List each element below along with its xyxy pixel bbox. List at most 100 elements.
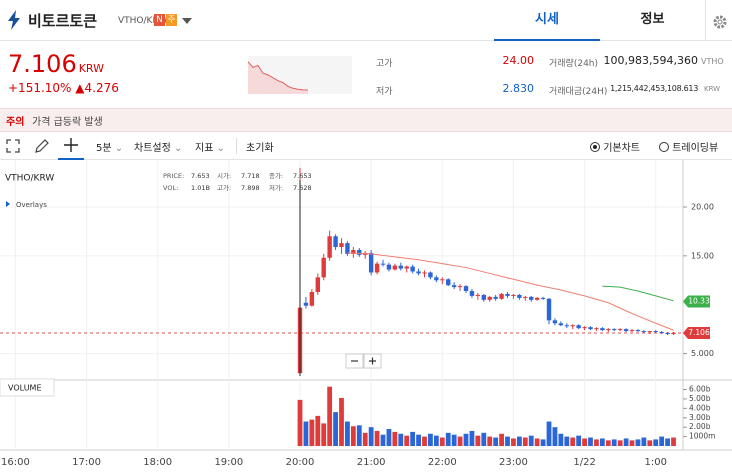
- stat-value: 24.00: [502, 54, 535, 67]
- x-tick-label: 16:00: [1, 457, 30, 468]
- interval[interactable]: 5분 ⌄: [96, 143, 124, 154]
- candle-body: [635, 330, 641, 332]
- candle-body: [641, 331, 647, 333]
- pair: VTHO/KRW: [118, 16, 168, 26]
- stat-value: 2.830: [502, 82, 535, 95]
- info-label: 시가:: [217, 171, 231, 180]
- candle-body: [546, 298, 552, 321]
- volume-bar: [333, 412, 338, 446]
- candle-body: [434, 277, 439, 281]
- reset[interactable]: 초기화: [246, 143, 274, 154]
- indicator-badge: [683, 295, 710, 308]
- y-tick-label: 20.00: [691, 202, 714, 211]
- price-unit: KRW: [78, 62, 105, 75]
- crosshair-tool[interactable]: [58, 132, 84, 160]
- volume-bar: [439, 437, 445, 446]
- coin-name: 비토르토큰: [28, 12, 98, 30]
- settings[interactable]: [705, 0, 732, 41]
- candle-body: [564, 325, 569, 327]
- candle-body: [380, 263, 386, 265]
- y-tick-label: 5.000: [691, 349, 714, 358]
- info-value: 1.01B: [191, 184, 210, 192]
- zoom-button[interactable]: [345, 353, 364, 369]
- volume-bar: [433, 435, 439, 446]
- candle-body: [404, 266, 409, 269]
- zoom-button[interactable]: [363, 353, 382, 369]
- volume-bar: [522, 437, 528, 446]
- volume-bar: [599, 438, 605, 446]
- volume-bar: [345, 421, 350, 446]
- candle-body: [511, 294, 516, 296]
- candle-body: [451, 285, 457, 288]
- volume-bar: [671, 437, 676, 446]
- badge: N: [154, 14, 165, 26]
- sparkline: [248, 56, 352, 94]
- indicators[interactable]: 지표 ⌄: [195, 143, 225, 154]
- tab[interactable]: 정보: [640, 12, 665, 27]
- candle-body: [653, 331, 658, 333]
- y-tick-label: 1000m: [689, 432, 715, 441]
- candle-body: [315, 277, 320, 292]
- stat-label: 저가: [376, 87, 393, 97]
- volume-bar: [339, 398, 344, 446]
- volume-bar: [380, 434, 386, 446]
- tab[interactable]: 시세: [494, 0, 600, 41]
- volume-bar: [570, 437, 576, 446]
- info-value: 7.718: [241, 172, 260, 180]
- chart-settings[interactable]: 차트설정 ⌄: [134, 143, 183, 154]
- indicator-line: [602, 285, 674, 302]
- stat-value: 1,215,442,453,108.613: [610, 84, 698, 93]
- change: +151.10% ▲4.276: [8, 81, 119, 95]
- candle-body: [612, 329, 617, 331]
- candle-body: [570, 325, 575, 327]
- volume-bar: [623, 438, 629, 446]
- volume-bar: [386, 429, 392, 446]
- header: 비토르토큰 VTHO/KRW N 주 시세 정보: [0, 0, 732, 41]
- info-label: VOL:: [163, 184, 178, 192]
- candle-body: [517, 294, 522, 298]
- candle-body: [499, 293, 504, 299]
- candle-body: [368, 252, 374, 273]
- warning-text: 가격 급등락 발생: [32, 117, 103, 128]
- stat-unit: VTHO: [701, 57, 724, 66]
- volume-bar: [552, 427, 558, 446]
- volume-bar: [647, 440, 653, 446]
- candle-body: [416, 271, 421, 274]
- dropdown[interactable]: [181, 17, 193, 25]
- volume-bar: [576, 435, 582, 446]
- candle-body: [357, 249, 362, 255]
- volume-bar: [327, 386, 333, 446]
- volume-bar: [303, 421, 309, 446]
- candle-body: [558, 323, 564, 326]
- radio-option[interactable]: 기본차트: [590, 139, 640, 154]
- x-tick-label: 1:00: [644, 457, 666, 468]
- warning-bar: 주의 가격 급등락 발생: [0, 108, 732, 132]
- volume-label-box: [0, 378, 55, 397]
- volume-bar: [297, 399, 303, 446]
- candle-body: [321, 257, 326, 278]
- candle-body: [523, 296, 528, 298]
- radio-option[interactable]: 트레이딩뷰: [659, 139, 718, 154]
- volume-bar: [516, 436, 522, 446]
- volume-bar: [481, 432, 487, 446]
- x-tick-label: 17:00: [72, 457, 101, 468]
- candle-body: [374, 263, 380, 273]
- candle-body: [457, 286, 463, 288]
- volume-bar: [546, 421, 552, 446]
- candle-body: [552, 320, 558, 324]
- stat-label: 거래량(24h): [549, 59, 599, 69]
- warning-tag: 주의: [6, 117, 25, 128]
- radio-label: 트레이딩뷰: [672, 143, 719, 154]
- change-pct: +151.10%: [8, 81, 72, 95]
- info-value: 7.653: [293, 172, 312, 180]
- volume-bar: [404, 435, 410, 446]
- fullscreen-icon[interactable]: [6, 139, 20, 153]
- candle-body: [659, 332, 664, 334]
- draw-icon[interactable]: [34, 138, 50, 154]
- overlays-arrow: [6, 201, 10, 207]
- x-tick-label: 19:00: [214, 457, 243, 468]
- info-label: 고가:: [217, 183, 231, 192]
- sparkline-area: [248, 61, 308, 94]
- logo: [8, 10, 20, 30]
- volume-bar: [463, 433, 469, 446]
